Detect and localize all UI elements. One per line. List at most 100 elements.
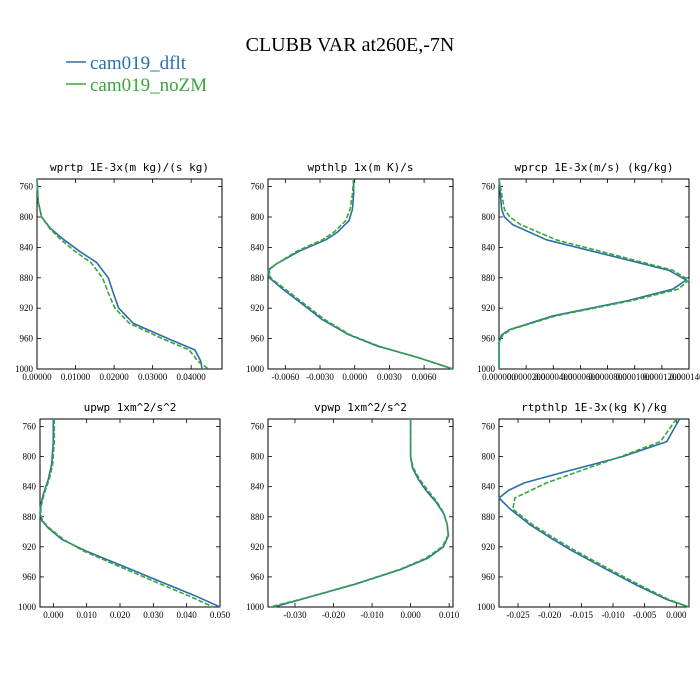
panel-5-xtick-label: -0.010 <box>360 610 384 620</box>
panel-6-ytick-label: 1000 <box>477 602 496 612</box>
panel-6-title: rtpthlp 1E-3x(kg K)/kg <box>521 401 667 414</box>
panel-5-xtick-label: -0.030 <box>283 610 307 620</box>
panel-2-ytick-label: 800 <box>251 212 265 222</box>
panel-3-title: wprcp 1E-3x(m/s) (kg/kg) <box>515 161 674 174</box>
panel-5-xtick-label: 0.010 <box>439 610 460 620</box>
legend-label-dflt: cam019_dflt <box>90 53 187 74</box>
panel-6-series-cam019-nozm <box>512 418 690 608</box>
panel-6-ytick-label: 840 <box>482 482 496 492</box>
panel-5-xtick-label: 0.000 <box>400 610 421 620</box>
panel-6-xtick-label: -0.020 <box>538 610 562 620</box>
panel-1-xtick-label: 0.00000 <box>22 372 52 382</box>
panel-4-xtick-label: 0.020 <box>110 610 131 620</box>
panel-2-frame <box>267 178 454 370</box>
panel-3-ytick-label: 880 <box>482 273 496 283</box>
panel-2-series-cam019-nozm <box>268 178 454 370</box>
panel-1: wprtp 1E-3x(m kg)/(s kg) 760 800 840 880 920 9… <box>15 161 223 382</box>
panel-4-series-cam019-nozm <box>39 419 214 608</box>
panel-5-xtick-label: -0.020 <box>322 610 346 620</box>
panel-3: wprcp 1E-3x(m/s) (kg/kg) 760 800 840 880 920 9… <box>477 161 700 382</box>
panel-4-xtick-label: 0.040 <box>177 610 198 620</box>
panel-4-ytick-label: 800 <box>23 452 37 462</box>
panel-3-xtick-label: 0.0001000 <box>616 372 655 382</box>
panel-2-xtick-label: -0.0060 <box>271 372 299 382</box>
panel-1-xtick-label: 0.04000 <box>177 372 207 382</box>
panel-2-xtick-label: 0.0030 <box>377 372 402 382</box>
panel-5-ytick-label: 1000 <box>246 602 265 612</box>
panel-6-xtick-label: -0.015 <box>570 610 594 620</box>
panel-6-ytick-label: 800 <box>482 452 496 462</box>
legend: cam019_dflt cam019_noZM <box>66 53 207 96</box>
panel-3-xtick-label: 0.0000400 <box>534 372 573 382</box>
panel-1-xtick-label: 0.03000 <box>138 372 168 382</box>
panel-2-ytick-label: 1000 <box>246 364 265 374</box>
panel-5-series-cam019-dflt <box>273 419 450 608</box>
panel-3-xtick-label: 0.0000200 <box>507 372 546 382</box>
panel-4-xtick-label: 0.050 <box>210 610 231 620</box>
panel-1-ytick-label: 800 <box>20 212 34 222</box>
panel-2-ytick-label: 880 <box>251 273 265 283</box>
panel-4-title: upwp 1xm^2/s^2 <box>84 401 177 414</box>
panel-5-frame <box>267 418 454 608</box>
panel-4-ytick-label: 840 <box>23 482 37 492</box>
panel-4-ytick-label: 880 <box>23 512 37 522</box>
panel-3-ytick-label: 840 <box>482 242 496 252</box>
panels: wprtp 1E-3x(m kg)/(s kg) 760 800 840 880 920 9… <box>15 161 700 620</box>
panel-1-title: wprtp 1E-3x(m kg)/(s kg) <box>50 161 209 174</box>
panel-6-ytick-label: 920 <box>482 542 496 552</box>
panel-3-ytick-label: 1000 <box>477 364 496 374</box>
panel-2-ytick-label: 920 <box>251 303 265 313</box>
panel-3-ytick-label: 760 <box>482 182 496 192</box>
panel-1-ytick-label: 920 <box>20 303 34 313</box>
panel-4-frame <box>39 418 221 608</box>
panel-4: upwp 1xm^2/s^2 760 800 840 880 920 960 1000 0.00… <box>18 401 231 620</box>
panel-6-ytick-label: 960 <box>482 572 496 582</box>
panel-5-title: vpwp 1xm^2/s^2 <box>314 401 407 414</box>
panel-1-frame <box>36 178 223 370</box>
panel-2-title: wpthlp 1x(m K)/s <box>308 161 414 174</box>
panel-3-frame <box>498 178 690 370</box>
panel-1-ytick-label: 760 <box>20 182 34 192</box>
panel-6-xtick-label: -0.025 <box>506 610 530 620</box>
panel-2-ytick-label: 760 <box>251 182 265 192</box>
panel-5-ytick-label: 920 <box>251 542 265 552</box>
panel-2-ytick-label: 840 <box>251 242 265 252</box>
panel-5-ytick-label: 800 <box>251 452 265 462</box>
panel-1-xtick-label: 0.01000 <box>61 372 91 382</box>
panel-2-xtick-label: 0.0060 <box>412 372 437 382</box>
panel-3-ytick-label: 960 <box>482 334 496 344</box>
panel-1-ytick-label: 1000 <box>15 364 34 374</box>
panel-2-ytick-label: 960 <box>251 334 265 344</box>
panel-5-ytick-label: 960 <box>251 572 265 582</box>
panel-1-series-cam019-dflt <box>36 178 203 370</box>
panel-2-xtick-label: 0.0000 <box>342 372 367 382</box>
panel-5-ytick-label: 840 <box>251 482 265 492</box>
panel-3-xtick-label: 0.0001200 <box>643 372 682 382</box>
panel-4-ytick-label: 760 <box>23 422 37 432</box>
panel-3-xtick-label: 0.000000 <box>482 372 516 382</box>
panel-4-series-cam019-dflt <box>39 419 221 608</box>
panel-1-xtick-label: 0.02000 <box>99 372 129 382</box>
panel-3-xtick-label: 0.0000800 <box>588 372 627 382</box>
panel-1-series-cam019-nozm <box>36 178 209 370</box>
panel-6-frame <box>498 418 690 608</box>
panel-6: rtpthlp 1E-3x(kg K)/kg 760 800 840 880 920 960… <box>477 401 690 620</box>
panel-1-ytick-label: 960 <box>20 334 34 344</box>
panel-5-series-cam019-nozm <box>269 419 449 608</box>
panel-2: wpthlp 1x(m K)/s 760 800 840 880 920 960 1000 -0… <box>246 161 454 382</box>
panel-5-ytick-label: 880 <box>251 512 265 522</box>
panel-4-ytick-label: 960 <box>23 572 37 582</box>
panel-1-ytick-label: 880 <box>20 273 34 283</box>
panel-6-ytick-label: 880 <box>482 512 496 522</box>
panel-2-series-cam019-dflt <box>267 179 454 370</box>
panel-6-series-cam019-dflt <box>498 418 690 608</box>
legend-label-nozm: cam019_noZM <box>90 75 207 96</box>
panel-3-series-cam019-dflt <box>498 178 688 369</box>
panel-4-xtick-label: 0.000 <box>43 610 64 620</box>
panel-6-xtick-label: 0.000 <box>666 610 687 620</box>
panel-3-series-cam019-nozm <box>498 178 690 369</box>
panel-6-ytick-label: 760 <box>482 422 496 432</box>
panel-3-ytick-label: 800 <box>482 212 496 222</box>
panel-5-ytick-label: 760 <box>251 422 265 432</box>
panel-4-ytick-label: 920 <box>23 542 37 552</box>
